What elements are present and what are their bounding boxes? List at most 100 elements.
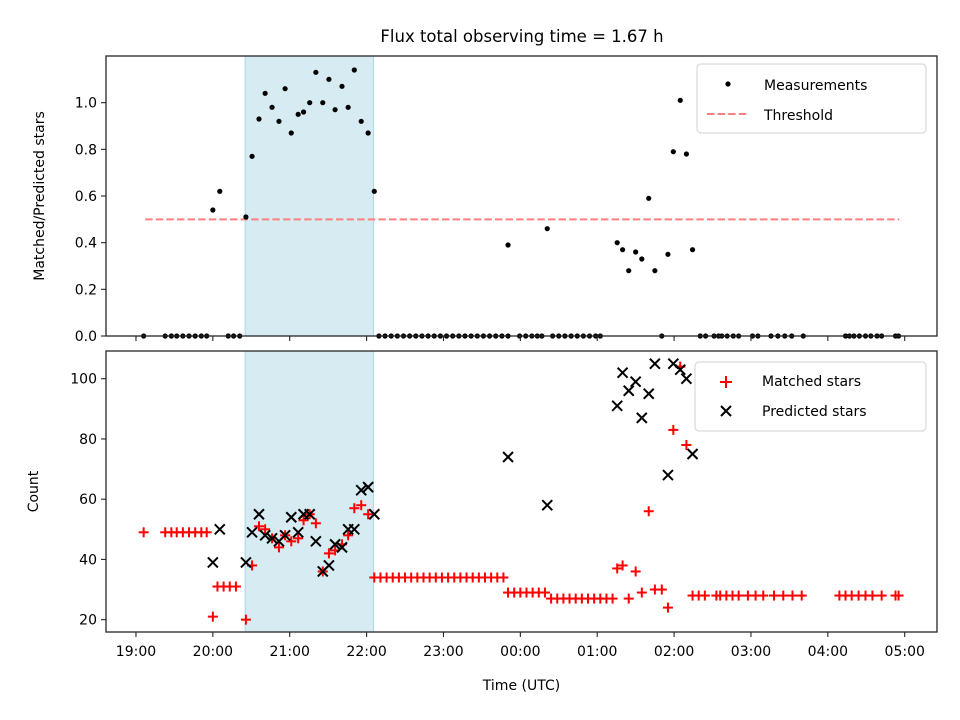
y-tick-label: 60 [79,492,97,508]
measurement-point [670,149,676,155]
predicted-star-point [259,529,271,542]
x-b [214,523,226,536]
predicted-star-point [680,373,693,385]
matched-star-points [138,361,904,625]
measurement-point [677,97,683,103]
measurement-point [269,104,275,110]
matched-star-point [201,527,212,538]
matched-star-point [240,614,251,625]
counts-axes-frame [105,350,938,633]
matched-star-point [539,587,550,598]
predicted-star-point [662,469,674,481]
predicted-star-point [329,538,341,551]
matched-star-point [656,584,667,595]
matched-star-point [876,590,887,601]
matched-star-point [769,590,780,601]
y-tick-label: 1.0 [75,96,97,112]
x-tick-label: 20:00 [193,644,233,660]
predicted-star-point [368,508,380,520]
matched-star-point [298,515,309,526]
matched-star-point [310,518,321,529]
matched-star-point [498,572,509,583]
measurement-point [505,242,511,248]
y-tick-label: 0.0 [75,329,97,345]
y-tick-label: 0.2 [75,282,97,298]
predicted-star-point [246,526,258,539]
measurement-point [326,76,332,82]
x-b [240,556,252,569]
matched-star-point [636,587,647,598]
x-tick-label: 02:00 [654,644,694,660]
x-b [253,508,265,520]
measurement-point [249,153,255,159]
x-b [368,508,380,520]
measurement-point [351,67,357,73]
x-b [502,451,514,463]
legend-predicted-x-icon [720,405,732,417]
matched-star-point [681,439,692,450]
legend-threshold-label: Threshold [763,108,833,124]
measurement-point [313,69,319,75]
counts-y-axis-label: Count [26,470,42,512]
observing-window-shade [244,55,375,337]
observing-window-shade-lower [244,350,375,633]
x-b [629,376,642,388]
measurement-point [217,188,223,194]
x-b [246,526,258,539]
predicted-star-point [336,541,348,554]
x-tick-label: 05:00 [885,644,925,660]
predicted-star-point [253,508,265,520]
x-b [686,448,699,460]
ratio-y-axis-label: Matched/Predicted stars [32,111,48,281]
x-b [279,529,291,542]
x-b [207,556,219,569]
matched-star-point [207,611,218,622]
ratio-legend: Measurements Threshold [696,63,927,134]
x-b [616,366,629,379]
x-tick-label: 21:00 [270,644,310,660]
predicted-star-point [355,484,367,496]
matched-star-point [612,563,623,574]
measurement-point [626,268,632,274]
measurement-point [639,256,645,262]
predicted-star-point [623,385,635,397]
measurement-point [320,100,326,106]
measurement-point [288,130,294,136]
matched-star-point [796,590,807,601]
x-tick-label: 04:00 [808,644,848,660]
matched-star-point [323,548,334,559]
x-b [259,529,271,542]
measurement-point [652,268,658,274]
predicted-star-point [616,366,629,379]
x-b [611,400,623,412]
y-tick-label: 100 [70,372,97,388]
measurement-point [646,195,652,201]
measurement-point [307,100,313,106]
legend-measurements-label: Measurements [764,78,867,94]
x-tick-label: 00:00 [500,644,540,660]
predicted-star-point [643,388,655,400]
predicted-star-point [636,412,648,424]
matched-star-point [286,536,297,547]
matched-star-point [607,593,618,604]
y-tick-label: 80 [79,432,97,448]
measurement-point [689,247,696,253]
counts-panel: 20 40 60 80 100 19:00 20:00 21:00 22:00 23:00 00:… [26,350,938,694]
matched-star-point [253,521,264,532]
ratio-x-ticks [135,336,906,341]
matched-star-point [260,524,271,535]
measurement-point [210,207,216,213]
legend-measurement-marker-icon [725,81,731,87]
measurement-point [256,116,262,122]
ratio-panel: 0.0 0.2 0.4 0.6 0.8 1.0 Matched/Predicted sta… [32,55,938,345]
y-tick-label: 0.6 [75,189,97,205]
x-b [323,559,335,572]
measurement-point [665,251,671,257]
matched-star-point [343,530,354,541]
predicted-star-point [674,363,686,376]
measurement-point [262,90,268,96]
x-b [362,481,374,493]
measurement-point [544,226,550,232]
shaded-region [244,350,375,633]
y-tick-label: 20 [79,613,97,629]
